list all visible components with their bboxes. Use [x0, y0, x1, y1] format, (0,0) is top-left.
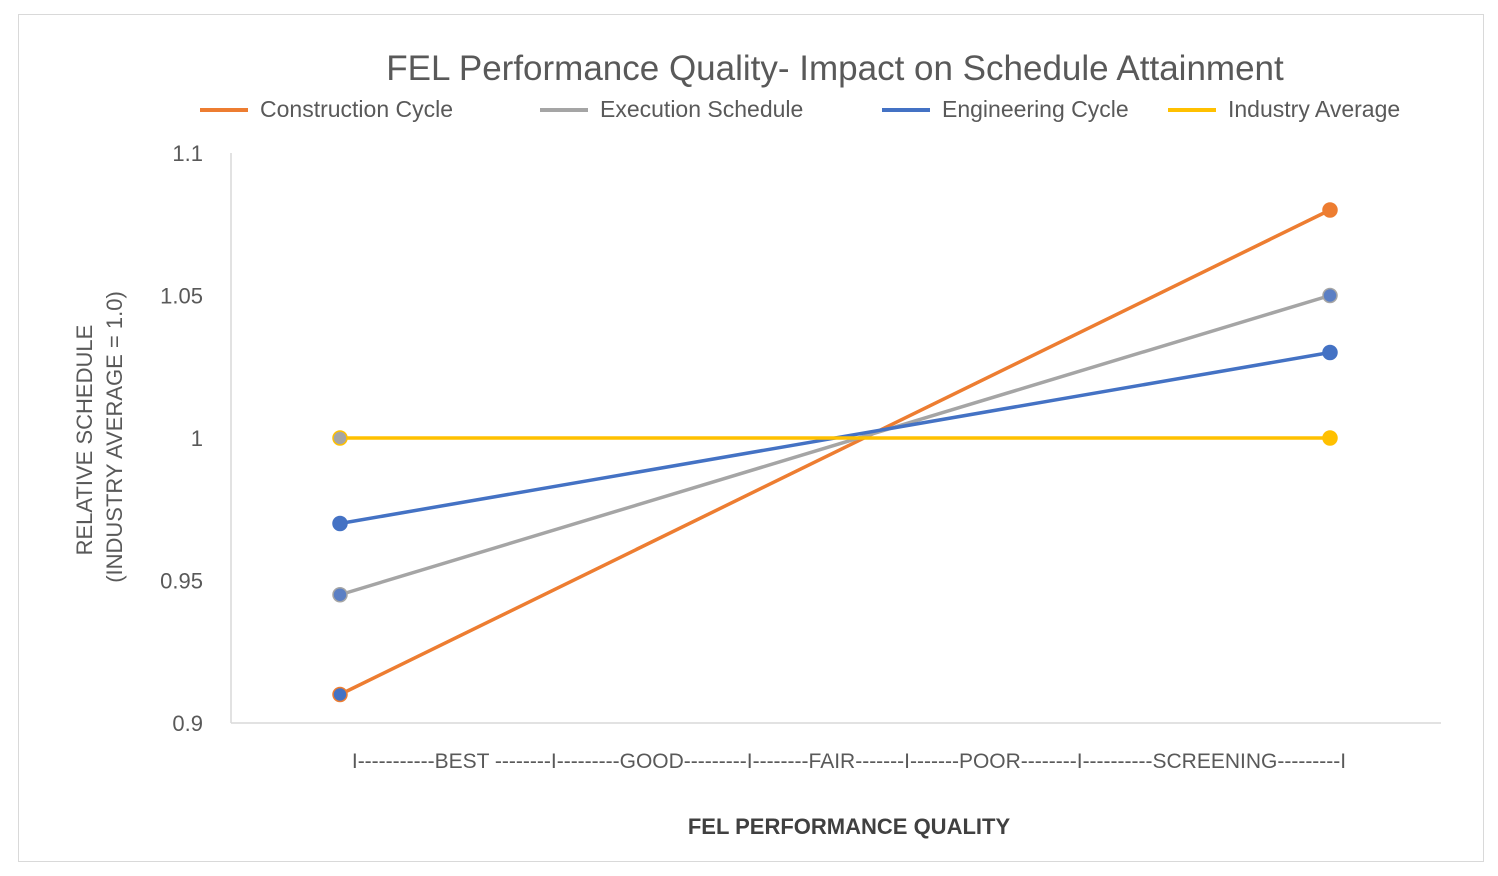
y-axis-title-line-1: RELATIVE SCHEDULE — [72, 325, 97, 556]
legend-label: Execution Schedule — [600, 96, 803, 122]
y-tick-label: 1.05 — [160, 284, 203, 309]
y-tick-label: 1 — [191, 426, 203, 451]
y-tick-label: 0.9 — [172, 711, 203, 736]
x-axis-title: FEL PERFORMANCE QUALITY — [688, 814, 1011, 839]
legend-label: Engineering Cycle — [942, 96, 1129, 122]
y-axis-title-line-2: (INDUSTRY AVERAGE = 1.0) — [102, 291, 127, 583]
legend-label: Construction Cycle — [260, 96, 453, 122]
data-point — [1322, 430, 1338, 446]
series-line — [339, 293, 1331, 597]
data-point — [332, 587, 348, 603]
legend: Construction Cycle Execution Schedule Engi… — [200, 96, 1400, 122]
series-group — [332, 202, 1338, 703]
data-point — [332, 515, 348, 532]
legend-label: Industry Average — [1228, 96, 1400, 122]
data-point — [1322, 344, 1338, 361]
data-point — [1322, 202, 1338, 218]
y-axis-title: RELATIVE SCHEDULE (INDUSTRY AVERAGE = 1.… — [72, 291, 127, 583]
chart-title: FEL Performance Quality- Impact on Sched… — [386, 49, 1284, 88]
series-line — [339, 208, 1331, 697]
data-point — [332, 430, 348, 446]
data-point — [332, 686, 348, 703]
y-tick-labels: 0.9 0.95 1 1.05 1.1 — [160, 141, 203, 736]
data-point — [1322, 287, 1338, 304]
x-axis-category-text: I-----------BEST --------I---------GOOD-… — [352, 750, 1346, 773]
y-tick-label: 1.1 — [172, 141, 203, 166]
y-tick-label: 0.95 — [160, 569, 203, 594]
